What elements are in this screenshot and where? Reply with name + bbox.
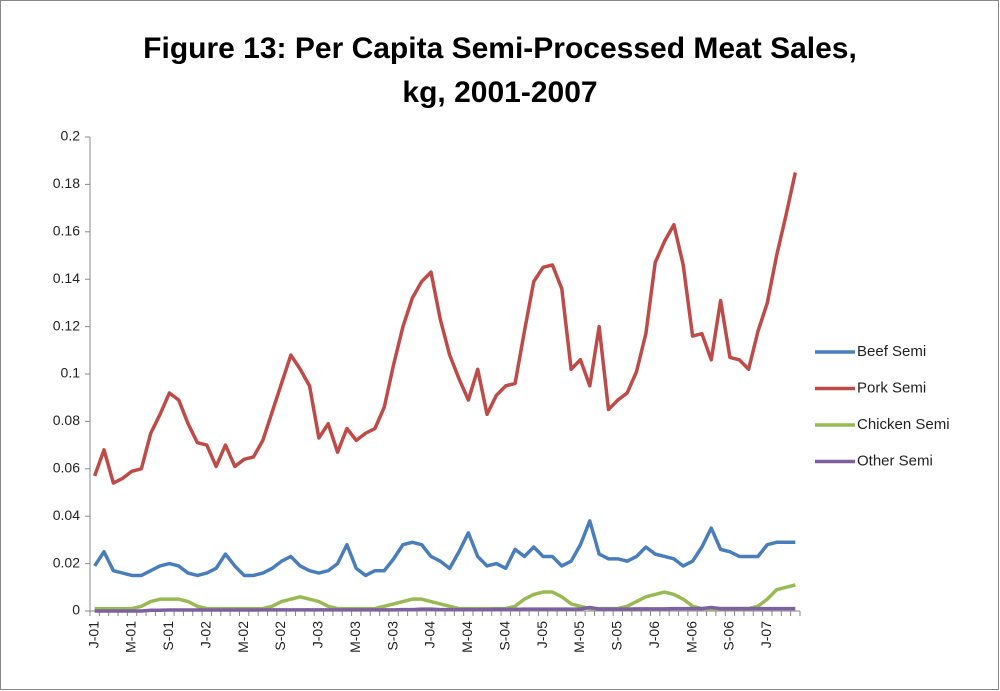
chart-title: Figure 13: Per Capita Semi-Processed Mea… (143, 32, 857, 109)
x-tick-label: M-02 (235, 621, 251, 653)
x-tick-label: J-02 (197, 621, 213, 648)
x-tick-label: J-07 (758, 621, 774, 648)
x-tick-label: M-05 (571, 621, 587, 653)
x-tick-label: S-05 (609, 621, 625, 651)
x-tick-label: M-03 (347, 621, 363, 653)
legend-label: Chicken Semi (857, 416, 950, 433)
x-tick-label: S-03 (384, 621, 400, 651)
x-tick-label: S-04 (496, 621, 512, 651)
y-tick-label: 0.18 (53, 175, 80, 191)
series-line (93, 172, 798, 485)
x-tick-label: J-05 (534, 621, 550, 648)
legend-label: Other Semi (857, 452, 933, 469)
legend-label: Pork Semi (857, 379, 926, 396)
y-tick-label: 0.06 (53, 460, 80, 476)
y-tick-label: 0.1 (61, 365, 81, 381)
x-tick-label: S-02 (272, 621, 288, 651)
x-tick-label: J-04 (422, 621, 438, 648)
x-tick-label: M-01 (123, 621, 139, 653)
x-tick-label: M-04 (459, 621, 475, 653)
y-tick-label: 0.12 (53, 317, 80, 333)
y-tick-label: 0.2 (61, 128, 81, 144)
y-tick-label: 0 (72, 602, 80, 618)
x-tick-label: M-06 (683, 621, 699, 653)
legend-label: Beef Semi (857, 343, 926, 360)
x-tick-label: J-06 (646, 621, 662, 648)
series-line (93, 519, 796, 578)
x-tick-label: S-06 (721, 621, 737, 651)
y-tick-label: 0.04 (53, 507, 80, 523)
y-tick-label: 0.08 (53, 412, 80, 428)
x-tick-label: J-01 (85, 621, 101, 648)
y-tick-label: 0.02 (53, 554, 80, 570)
y-tick-label: 0.14 (53, 270, 80, 286)
y-tick-label: 0.16 (53, 223, 80, 239)
x-tick-label: J-03 (310, 621, 326, 648)
x-tick-label: S-01 (160, 621, 176, 651)
series-line (94, 605, 796, 613)
